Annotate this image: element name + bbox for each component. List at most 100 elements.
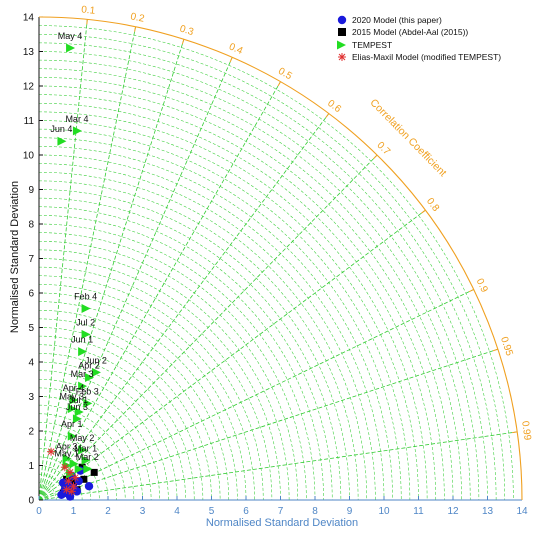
data-point-tempest <box>69 459 79 469</box>
legend-marker-square <box>334 26 350 38</box>
legend-label: 2020 Model (this paper) <box>352 15 442 25</box>
correlation-tick-label: 0.3 <box>178 23 195 38</box>
x-tick-label: 10 <box>378 506 390 517</box>
data-label-tempest: May 1 <box>54 449 79 459</box>
x-tick-label: 12 <box>447 506 459 517</box>
correlation-tick-label: 0.1 <box>81 4 96 16</box>
grid-arc <box>38 189 350 501</box>
x-axis-label: Normalised Standard Deviation <box>206 517 358 529</box>
data-point-elias-maxil <box>47 447 56 456</box>
grid-arc <box>38 465 74 501</box>
grid-arc <box>38 51 488 501</box>
correlation-tick-label: 0.95 <box>498 335 515 357</box>
x-tick-label: 14 <box>516 506 528 517</box>
grid-arc <box>38 292 247 501</box>
legend: 2020 Model (this paper) 2015 Model (Abde… <box>334 14 501 63</box>
grid-arc <box>38 482 57 501</box>
data-point-tempest <box>83 398 93 408</box>
correlation-tick <box>373 154 378 159</box>
legend-item-tempest: TEMPEST <box>334 39 501 51</box>
grid-arc <box>38 378 161 501</box>
legend-item-elias-maxil: Elias-Maxil Model (modified TEMPEST) <box>334 51 501 63</box>
data-point-tempest <box>57 136 67 146</box>
x-tick-label: 3 <box>140 506 146 517</box>
y-tick-label: 13 <box>23 47 35 58</box>
grid-arc <box>38 111 428 501</box>
data-label-tempest: May 3 <box>60 392 85 402</box>
correlation-line <box>38 431 518 501</box>
legend-marker-asterisk <box>334 51 350 63</box>
data-point-elias-maxil <box>64 477 73 486</box>
legend-item-2015-model: 2015 Model (Abdel-Aal (2015)) <box>334 26 501 38</box>
data-point-tempest <box>69 395 79 405</box>
correlation-line <box>38 39 185 501</box>
data-label-tempest: Mar 3 <box>71 369 94 379</box>
x-tick-label: 4 <box>174 506 180 517</box>
grid-arc <box>38 309 230 501</box>
data-point-tempest <box>81 329 91 339</box>
data-point-tempest <box>67 404 77 414</box>
x-tick-label: 1 <box>71 506 77 517</box>
data-point-2020-model <box>72 487 82 496</box>
y-tick-label: 7 <box>28 254 34 265</box>
data-label-tempest: Jun 2 <box>85 355 107 365</box>
y-tick-label: 9 <box>28 185 34 196</box>
data-point-elias-maxil <box>66 468 75 477</box>
grid-arc <box>38 102 437 501</box>
data-point-2015-model <box>90 468 98 476</box>
x-tick-label: 11 <box>413 506 424 517</box>
data-label-tempest: Jul 2 <box>76 317 95 327</box>
grid-arc <box>38 422 117 501</box>
correlation-tick <box>181 39 185 45</box>
x-tick-label: 0 <box>36 506 42 517</box>
grid-arc <box>38 249 290 501</box>
x-tick-label: 9 <box>347 506 353 517</box>
grid-arc <box>38 197 342 501</box>
data-point-tempest <box>72 414 82 424</box>
grid-arc <box>38 232 307 501</box>
y-tick-label: 10 <box>23 151 35 162</box>
correlation-line <box>38 209 426 501</box>
grid-arc <box>38 361 178 501</box>
grid-arc <box>38 223 316 501</box>
y-tick-label: 14 <box>23 13 35 24</box>
data-label-tempest: Jun 4 <box>50 124 72 134</box>
grid-arc <box>38 215 324 501</box>
correlation-tick <box>468 289 474 293</box>
data-point-tempest <box>78 347 88 357</box>
data-label-tempest: Feb 4 <box>74 292 97 302</box>
legend-label: 2015 Model (Abdel-Aal (2015)) <box>352 27 469 38</box>
correlation-line <box>38 154 378 501</box>
legend-marker-circle <box>334 14 350 26</box>
data-point-tempest <box>81 304 91 314</box>
grid-arc <box>38 146 393 501</box>
legend-marker-triangle <box>334 39 350 51</box>
y-tick-label: 8 <box>28 220 34 231</box>
grid-arc <box>38 171 368 501</box>
correlation-tick-label: 0.5 <box>276 66 294 83</box>
grid-arc <box>38 301 238 501</box>
grid-arc <box>38 42 497 501</box>
correlation-tick <box>134 26 137 32</box>
y-tick-label: 11 <box>24 116 35 127</box>
grid-arc <box>38 85 454 501</box>
data-point-tempest <box>91 367 101 377</box>
grid-layer <box>38 19 518 501</box>
data-label-tempest: May 2 <box>70 433 95 443</box>
data-label-tempest: Apr 1 <box>61 419 83 429</box>
correlation-tick <box>421 209 426 214</box>
correlation-tick-label: 0.2 <box>129 11 145 25</box>
legend-label: TEMPEST <box>352 39 393 50</box>
correlation-layer: 0.10.20.30.40.50.60.70.80.90.950.99 <box>38 4 533 501</box>
data-point-elias-maxil <box>62 485 71 494</box>
grid-arc <box>38 275 264 501</box>
grid-arc <box>38 94 445 501</box>
data-label-tempest: Jun 3 <box>66 402 88 412</box>
legend-item-2020-model: 2020 Model (this paper) <box>334 14 501 26</box>
grid-arc <box>38 206 333 501</box>
grid-arc <box>38 128 411 501</box>
grid-arc <box>38 154 385 501</box>
correlation-tick-label: 0.4 <box>227 41 245 57</box>
grid-arc <box>38 344 195 501</box>
